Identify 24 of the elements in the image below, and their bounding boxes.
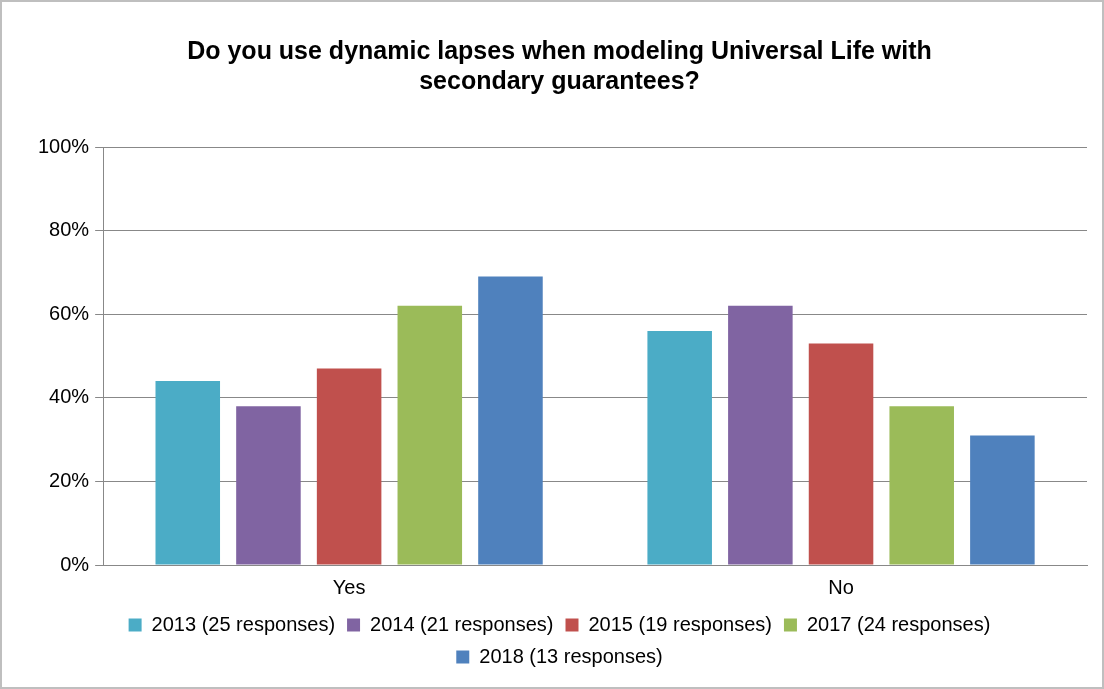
- legend-label: 2015 (19 responses): [588, 612, 772, 635]
- bar: [478, 276, 543, 565]
- y-tick-label: 20%: [49, 468, 90, 491]
- x-tick-label: No: [828, 575, 854, 598]
- bar: [397, 305, 463, 565]
- y-tick-label: 60%: [49, 301, 90, 324]
- bar: [316, 368, 382, 565]
- bar: [970, 435, 1035, 565]
- legend-label: 2017 (24 responses): [806, 612, 991, 635]
- bar: [647, 330, 712, 565]
- y-tick-label: 0%: [60, 552, 90, 575]
- y-tick-label: 80%: [49, 218, 90, 241]
- y-tick-label: 40%: [49, 385, 90, 408]
- bar: [808, 343, 874, 565]
- legend-label: 2018 (13 responses): [479, 644, 663, 667]
- bar: [236, 406, 301, 565]
- y-tick-label: 100%: [38, 134, 90, 157]
- legend-label: 2013 (25 responses): [151, 612, 336, 635]
- bar: [155, 381, 221, 565]
- bar: [889, 406, 954, 565]
- chart-title: Do you use dynamic lapses when modeling Universal Life with secondary guarantees?: [187, 35, 932, 94]
- legend-label: 2014 (21 responses): [370, 612, 554, 635]
- x-tick-label: Yes: [332, 575, 366, 598]
- bar: [728, 305, 793, 565]
